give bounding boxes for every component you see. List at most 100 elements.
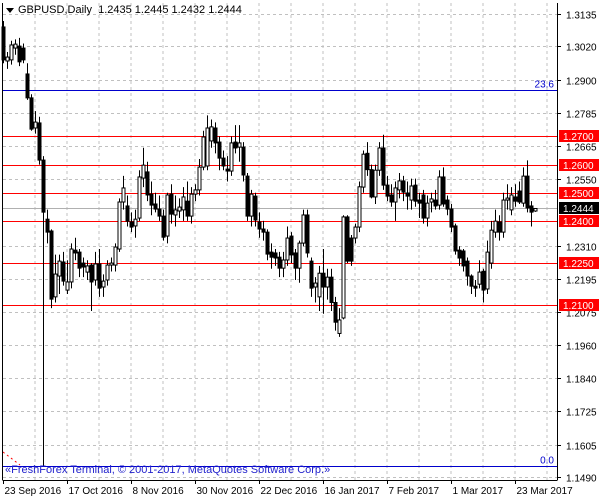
y-tick-label: 1.2665	[566, 143, 597, 154]
candle-body-bear	[161, 215, 166, 238]
level-price-label: 1.2250	[563, 259, 594, 270]
candle	[209, 119, 214, 148]
candle	[257, 212, 262, 238]
candle	[41, 156, 46, 466]
candle	[29, 94, 34, 131]
candle	[189, 187, 194, 224]
candle	[5, 51, 10, 69]
candle-body-bear	[257, 221, 262, 230]
candle	[509, 187, 514, 216]
candle	[69, 243, 74, 289]
candle-body-bull	[485, 251, 490, 290]
candle	[353, 223, 358, 244]
candle-body-bear	[245, 175, 250, 217]
candle	[373, 164, 378, 204]
candle	[177, 198, 182, 219]
candle	[277, 251, 282, 278]
candle	[409, 178, 414, 210]
candle-body-bear	[25, 73, 30, 99]
candle-body-bull	[193, 189, 198, 195]
x-tick-label: 7 Feb 2017	[389, 486, 440, 497]
level-price-label: 1.2600	[563, 161, 594, 172]
candle	[105, 260, 110, 286]
candle	[57, 254, 62, 295]
candle-body-bear	[125, 205, 130, 222]
candle-body-bear	[89, 264, 94, 283]
candle	[161, 209, 166, 241]
candle-body-bear	[421, 194, 426, 219]
candle	[137, 170, 142, 221]
candle-body-bull	[201, 136, 206, 168]
candle-body-bear	[529, 205, 534, 213]
candle-body-bull	[249, 193, 254, 217]
candle-body-bull	[353, 226, 358, 239]
candle-body-bull	[53, 273, 58, 298]
candle	[93, 251, 98, 286]
candle	[405, 181, 410, 210]
candle-body-bull	[109, 262, 114, 266]
candle-body-bull	[165, 194, 170, 237]
candle	[429, 192, 434, 213]
y-tick-label: 1.1960	[566, 342, 597, 353]
candle	[433, 189, 438, 210]
candle-body-bull	[393, 187, 398, 203]
candle-body-bull	[281, 259, 286, 269]
candle-body-bear	[305, 214, 310, 254]
candle-body-bear	[169, 193, 174, 215]
candle-body-bear	[461, 250, 466, 267]
candle	[337, 308, 342, 337]
candle	[401, 175, 406, 202]
candle	[421, 189, 426, 224]
candle-body-bear	[241, 146, 246, 176]
candle-body-bull	[181, 196, 186, 211]
candle	[249, 189, 254, 227]
level-price-box	[559, 257, 599, 269]
y-tick-label: 1.2900	[566, 77, 597, 88]
candle	[285, 226, 290, 266]
level-price-box	[559, 130, 599, 142]
y-tick-label: 1.3020	[566, 43, 597, 54]
candle	[217, 136, 222, 171]
candle-body-bull	[101, 280, 106, 288]
candle	[141, 147, 146, 188]
candle-body-bull	[313, 282, 318, 288]
candle	[193, 184, 198, 202]
candle	[449, 203, 454, 233]
candle	[377, 142, 382, 176]
candle-body-bear	[457, 249, 462, 259]
candle	[269, 243, 274, 269]
candle-body-bear	[525, 175, 530, 209]
candle-body-bull	[113, 246, 118, 266]
candle	[477, 260, 482, 289]
candle-body-bull	[493, 220, 498, 233]
candle-body-bear	[293, 252, 298, 269]
candle-body-bull	[437, 176, 442, 206]
candle	[37, 116, 42, 165]
candle-body-bull	[397, 180, 402, 191]
candle	[89, 263, 94, 311]
candle-body-bear	[465, 260, 470, 277]
candle	[453, 223, 458, 255]
candle-body-bear	[321, 272, 326, 288]
candle	[317, 265, 322, 311]
dropdown-triangle-icon[interactable]	[6, 7, 14, 13]
candle	[65, 260, 70, 295]
candle-body-bear	[517, 190, 522, 203]
level-price-box	[559, 215, 599, 227]
candle	[289, 232, 294, 264]
candle	[469, 274, 474, 295]
candle	[201, 130, 206, 171]
candle-body-bear	[45, 218, 50, 233]
candle-body-bear	[265, 231, 270, 255]
candle-body-bear	[157, 208, 162, 217]
candle-body-bear	[389, 194, 394, 203]
candle-body-bear	[349, 237, 354, 262]
candle-body-bull	[13, 43, 18, 49]
candle-body-bull	[337, 319, 342, 334]
candle-body-bear	[21, 47, 26, 61]
candle	[97, 249, 102, 297]
candle	[457, 246, 462, 266]
candle-body-bear	[185, 200, 190, 217]
candle-body-bull	[177, 206, 182, 212]
